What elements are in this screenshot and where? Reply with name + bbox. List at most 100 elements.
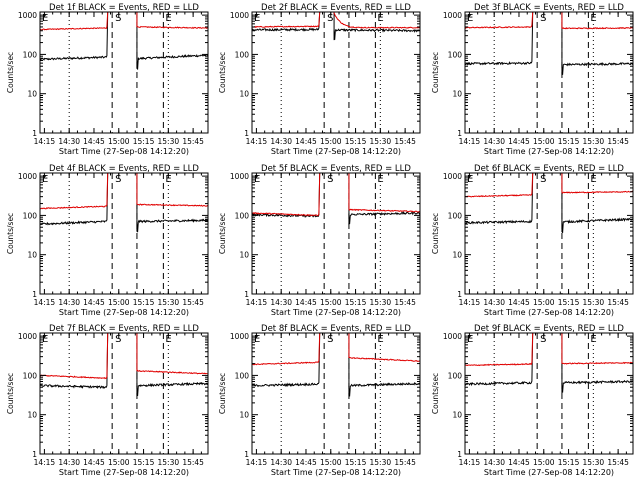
interval-marker-e: E	[590, 334, 596, 345]
lld-series-line	[464, 332, 634, 367]
y-tick-label: 100	[235, 371, 250, 380]
x-tick-label: 15:45	[607, 458, 629, 467]
x-tick-label: 15:15	[345, 137, 367, 146]
x-tick-label: 15:45	[394, 458, 416, 467]
x-tick-label: 14:45	[508, 458, 530, 467]
interval-marker-e: E	[165, 334, 171, 345]
x-tick-label: 15:30	[370, 137, 392, 146]
events-series-line	[39, 11, 209, 70]
det-7f-panel: Det 7f BLACK = Events, RED = LLD 1 10 100 10…	[6, 324, 209, 477]
panel-title: Det 2f BLACK = Events, RED = LLD	[261, 3, 411, 13]
interval-marker-s: S	[540, 13, 546, 24]
plot-frame	[251, 332, 421, 455]
y-axis-label: Counts/sec	[431, 213, 440, 254]
lld-series-line	[464, 11, 634, 30]
x-axis-label: Start Time (27-Sep-08 14:12:20)	[59, 468, 189, 477]
y-axis-label: Counts/sec	[218, 52, 227, 93]
y-tick-label: 1	[32, 290, 37, 299]
x-axis-label: Start Time (27-Sep-08 14:12:20)	[271, 468, 401, 477]
plot-frame	[39, 332, 209, 455]
x-tick-label: 15:45	[182, 298, 204, 307]
det-5f-panel: Det 5f BLACK = Events, RED = LLD 1 10 100 10…	[218, 164, 421, 317]
x-tick-label: 15:30	[583, 137, 605, 146]
panel-title: Det 7f BLACK = Events, RED = LLD	[49, 324, 199, 334]
x-tick-label: 15:15	[558, 137, 580, 146]
plot-frame	[464, 172, 634, 295]
y-tick-label: 1	[457, 290, 462, 299]
panel-title: Det 6f BLACK = Events, RED = LLD	[474, 164, 624, 174]
x-tick-label: 14:30	[483, 298, 505, 307]
x-tick-label: 14:45	[508, 298, 530, 307]
x-tick-label: 14:15	[246, 137, 268, 146]
events-series-line	[464, 11, 634, 75]
x-tick-label: 15:15	[345, 458, 367, 467]
y-tick-label: 1	[32, 450, 37, 459]
y-tick-label: 1000	[230, 172, 249, 181]
lld-series-line	[39, 332, 209, 380]
lld-series-line	[251, 332, 420, 366]
interval-marker-e: E	[377, 334, 383, 345]
x-tick-label: 14:15	[34, 298, 56, 307]
interval-marker-e: E	[590, 13, 596, 24]
x-tick-label: 15:15	[558, 298, 580, 307]
y-tick-label: 100	[235, 211, 250, 220]
x-tick-label: 15:15	[345, 298, 367, 307]
y-tick-label: 1000	[443, 11, 462, 20]
x-tick-label: 14:45	[295, 298, 317, 307]
y-tick-label: 1000	[443, 172, 462, 181]
y-tick-label: 1	[244, 129, 249, 138]
interval-marker-s: S	[115, 174, 121, 185]
lld-series-line	[39, 11, 209, 31]
det-8f-panel: Det 8f BLACK = Events, RED = LLD 1 10 100 10…	[218, 324, 421, 477]
x-tick-label: 15:45	[394, 137, 416, 146]
panel-title: Det 1f BLACK = Events, RED = LLD	[49, 3, 199, 13]
x-tick-label: 15:45	[607, 137, 629, 146]
y-tick-label: 1	[457, 129, 462, 138]
x-tick-label: 14:45	[83, 458, 105, 467]
interval-marker-s: S	[540, 334, 546, 345]
x-tick-label: 14:15	[34, 137, 56, 146]
x-tick-label: 15:00	[533, 137, 555, 146]
x-tick-label: 15:30	[370, 458, 392, 467]
x-tick-label: 14:30	[58, 137, 80, 146]
y-tick-label: 10	[239, 411, 249, 420]
x-tick-label: 15:30	[370, 298, 392, 307]
x-tick-label: 15:45	[182, 458, 204, 467]
x-tick-label: 15:45	[607, 298, 629, 307]
x-tick-label: 15:00	[108, 458, 130, 467]
events-series-line	[39, 172, 209, 233]
y-tick-label: 100	[23, 211, 38, 220]
x-tick-label: 15:30	[158, 458, 180, 467]
det-9f-panel: Det 9f BLACK = Events, RED = LLD 1 10 100 10…	[431, 324, 634, 477]
x-axis-label: Start Time (27-Sep-08 14:12:20)	[271, 308, 401, 317]
y-tick-label: 10	[27, 251, 37, 260]
x-tick-label: 15:00	[320, 458, 342, 467]
y-tick-label: 100	[235, 50, 250, 59]
y-tick-label: 10	[452, 251, 462, 260]
events-series-line	[251, 11, 421, 40]
interval-marker-e: E	[254, 334, 260, 345]
x-tick-label: 14:30	[483, 137, 505, 146]
y-tick-label: 10	[239, 90, 249, 99]
x-tick-label: 14:15	[459, 137, 481, 146]
y-axis-label: Counts/sec	[431, 52, 440, 93]
x-tick-label: 14:30	[483, 458, 505, 467]
plot-frame	[464, 332, 634, 455]
panel-title: Det 4f BLACK = Events, RED = LLD	[49, 164, 199, 174]
lld-series-line	[40, 172, 209, 210]
events-series-line	[464, 172, 634, 234]
interval-marker-e: E	[42, 334, 48, 345]
x-tick-label: 15:15	[558, 458, 580, 467]
x-tick-label: 15:30	[158, 137, 180, 146]
y-tick-label: 100	[448, 50, 463, 59]
interval-marker-s: S	[540, 174, 546, 185]
interval-marker-e: E	[254, 13, 260, 24]
y-tick-label: 10	[452, 90, 462, 99]
panel-title: Det 8f BLACK = Events, RED = LLD	[261, 324, 411, 334]
events-series-line	[464, 332, 634, 393]
x-tick-label: 14:30	[270, 298, 292, 307]
interval-marker-s: S	[115, 13, 121, 24]
y-tick-label: 1	[244, 450, 249, 459]
x-tick-label: 14:30	[270, 137, 292, 146]
